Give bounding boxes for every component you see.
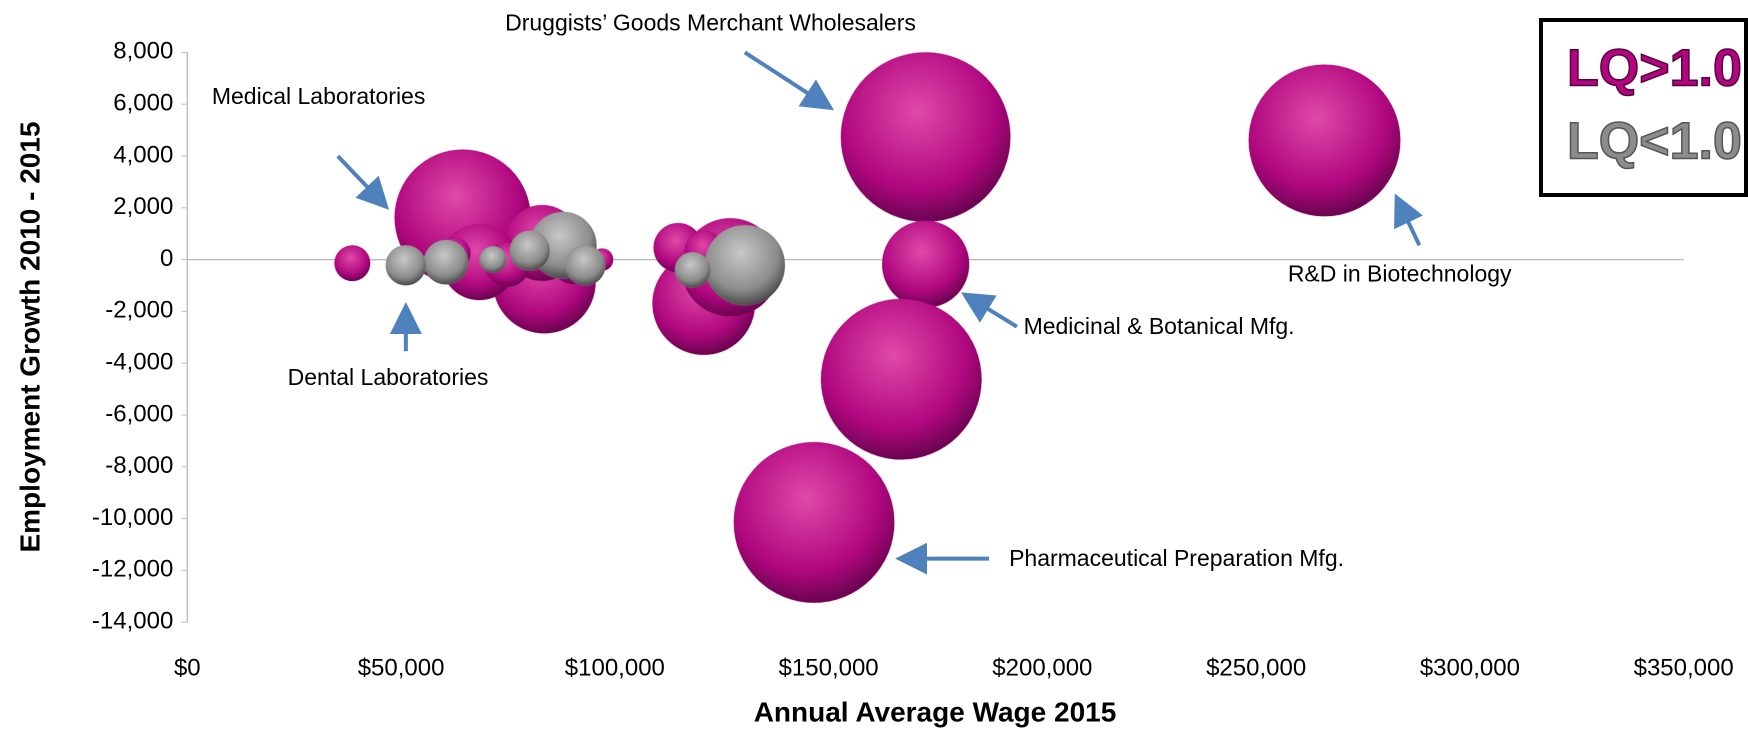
bubble xyxy=(674,251,711,289)
y-tick-label: -14,000 xyxy=(92,608,173,635)
y-tick-label: -6,000 xyxy=(105,400,173,427)
bubble xyxy=(423,239,469,285)
y-tick-label: 0 xyxy=(160,245,173,272)
legend-label: LQ>1.0 xyxy=(1567,40,1742,98)
annotation-arrow xyxy=(336,154,390,210)
x-tick-label: $100,000 xyxy=(565,654,665,681)
y-tick-label: -12,000 xyxy=(92,556,173,583)
bubble xyxy=(840,51,1011,223)
x-tick-label: $350,000 xyxy=(1634,654,1734,681)
bubble xyxy=(704,224,786,306)
bubble xyxy=(564,244,606,287)
annotation-arrow xyxy=(961,292,1018,329)
annotation: Medical Laboratories xyxy=(212,83,426,109)
y-tick-label: 6,000 xyxy=(113,90,173,117)
x-tick-label: $250,000 xyxy=(1206,654,1306,681)
annotation-arrow xyxy=(743,50,835,111)
bubble xyxy=(820,298,983,461)
y-tick-label: 8,000 xyxy=(113,38,173,65)
annotation: Dental Laboratories xyxy=(288,364,489,390)
x-axis-title: Annual Average Wage 2015 xyxy=(754,696,1117,727)
annotation: Medicinal & Botanical Mfg. xyxy=(1024,313,1295,339)
y-tick-label: -8,000 xyxy=(105,452,173,479)
bubble xyxy=(479,245,507,274)
y-tick-label: 2,000 xyxy=(113,193,173,220)
y-tick-label: -4,000 xyxy=(105,349,173,376)
annotation-arrow xyxy=(1394,193,1423,247)
bubble xyxy=(1248,64,1401,217)
x-tick-label: $300,000 xyxy=(1420,654,1520,681)
bubble xyxy=(509,230,551,272)
legend-box xyxy=(1539,18,1748,197)
y-tick-label: -2,000 xyxy=(105,297,173,324)
annotation: R&D in Biotechnology xyxy=(1288,260,1512,286)
x-tick-label: $0 xyxy=(174,654,201,681)
x-tick-label: $200,000 xyxy=(992,654,1092,681)
bubble xyxy=(334,244,371,282)
y-tick-label: 4,000 xyxy=(113,141,173,168)
annotation: Pharmaceutical Preparation Mfg. xyxy=(1009,545,1344,571)
x-tick-label: $150,000 xyxy=(779,654,879,681)
y-tick-label: -10,000 xyxy=(92,504,173,531)
bubble xyxy=(881,220,970,309)
y-axis-title: Employment Growth 2010 - 2015 xyxy=(14,121,45,552)
x-tick-label: $50,000 xyxy=(358,654,445,681)
legend-label: LQ<1.0 xyxy=(1567,113,1742,171)
annotation: Druggists’ Goods Merchant Wholesalers xyxy=(505,10,916,36)
bubble xyxy=(385,244,427,286)
bubble xyxy=(733,441,895,604)
